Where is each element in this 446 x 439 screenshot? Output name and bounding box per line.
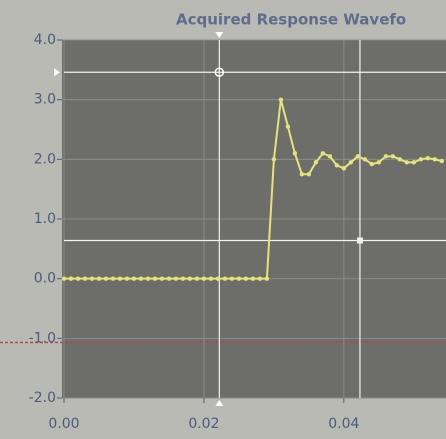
point bbox=[363, 157, 367, 161]
y-tick-label: 4.0 bbox=[34, 32, 56, 48]
point bbox=[167, 276, 171, 280]
point bbox=[321, 151, 325, 155]
point bbox=[181, 276, 185, 280]
point bbox=[83, 276, 87, 280]
point bbox=[111, 276, 115, 280]
point bbox=[412, 160, 416, 164]
point bbox=[370, 162, 374, 166]
point bbox=[419, 157, 423, 161]
point bbox=[405, 160, 409, 164]
y-tick-label: 3.0 bbox=[34, 92, 56, 108]
point bbox=[188, 276, 192, 280]
point bbox=[195, 276, 199, 280]
point bbox=[433, 157, 437, 161]
point bbox=[349, 160, 353, 164]
point bbox=[202, 276, 206, 280]
point bbox=[160, 276, 164, 280]
point bbox=[258, 276, 262, 280]
point bbox=[391, 154, 395, 158]
point bbox=[384, 154, 388, 158]
point bbox=[223, 276, 227, 280]
cursor-handle bbox=[215, 32, 223, 38]
point bbox=[342, 166, 346, 170]
point bbox=[69, 276, 73, 280]
cursor-marker bbox=[357, 237, 363, 243]
cursor-handle bbox=[54, 68, 60, 76]
point bbox=[314, 160, 318, 164]
chart: Acquired Response Wavefo -2.0 -1.0 0.0 1.0 2… bbox=[0, 0, 446, 439]
point bbox=[426, 156, 430, 160]
point bbox=[90, 276, 94, 280]
point bbox=[146, 276, 150, 280]
point bbox=[230, 276, 234, 280]
cursor-handle bbox=[215, 400, 223, 406]
point bbox=[62, 276, 66, 280]
point bbox=[300, 172, 304, 176]
point bbox=[272, 157, 276, 161]
point bbox=[153, 276, 157, 280]
y-tick-label: -2.0 bbox=[29, 390, 56, 406]
point bbox=[132, 276, 136, 280]
x-tick-label: 0.04 bbox=[328, 416, 359, 432]
point bbox=[125, 276, 129, 280]
point bbox=[286, 124, 290, 128]
point bbox=[237, 276, 241, 280]
y-tick-label: 2.0 bbox=[34, 151, 56, 167]
y-tick-label: 1.0 bbox=[34, 211, 56, 227]
point bbox=[244, 276, 248, 280]
x-tick-label: 0.00 bbox=[48, 416, 79, 432]
point bbox=[174, 276, 178, 280]
point bbox=[139, 276, 143, 280]
x-tick-label: 0.02 bbox=[188, 416, 219, 432]
point bbox=[377, 160, 381, 164]
page: {"chart_data": {"type": "line", "title":… bbox=[0, 0, 446, 439]
point bbox=[279, 97, 283, 101]
point bbox=[118, 276, 122, 280]
point bbox=[104, 276, 108, 280]
point bbox=[356, 154, 360, 158]
point bbox=[398, 157, 402, 161]
point bbox=[97, 276, 101, 280]
point bbox=[76, 276, 80, 280]
point bbox=[251, 276, 255, 280]
point bbox=[335, 163, 339, 167]
point bbox=[216, 276, 220, 280]
chart-title: Acquired Response Wavefo bbox=[176, 11, 406, 29]
y-tick-label: 0.0 bbox=[34, 271, 56, 287]
point bbox=[307, 172, 311, 176]
point bbox=[209, 276, 213, 280]
point bbox=[440, 159, 444, 163]
point bbox=[265, 276, 269, 280]
y-tick-label: -1.0 bbox=[29, 330, 56, 346]
point bbox=[293, 151, 297, 155]
point bbox=[328, 154, 332, 158]
